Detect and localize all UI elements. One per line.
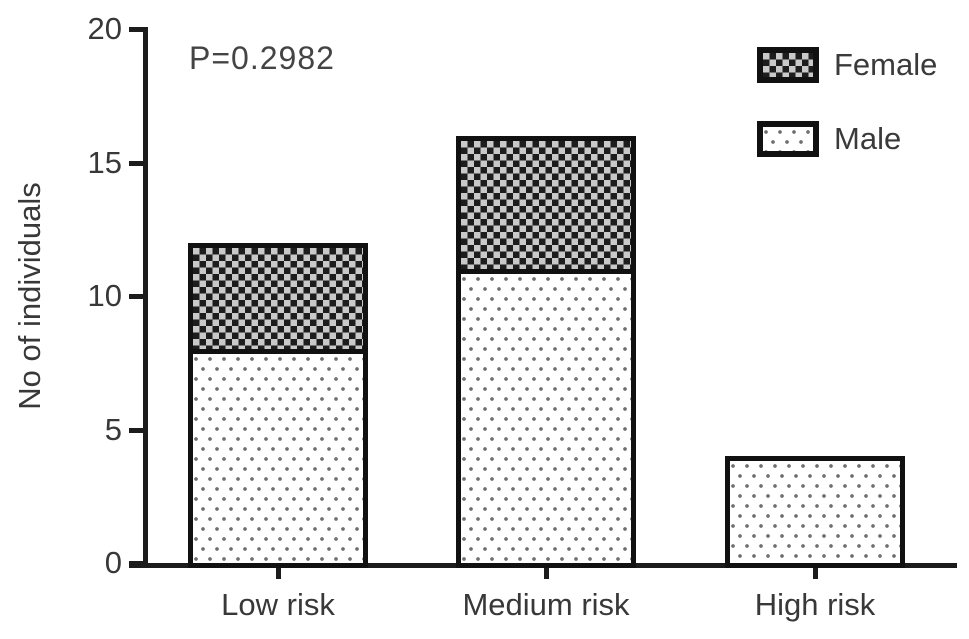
bar-segment-female-1 <box>456 136 636 274</box>
x-tick-0 <box>276 568 281 579</box>
y-tick-label-10: 10 <box>87 278 122 313</box>
y-axis-title: No of individuals <box>12 182 47 410</box>
y-tick-10 <box>129 294 143 299</box>
legend-label-female: Female <box>834 47 938 82</box>
x-category-label-1: Medium risk <box>462 587 630 622</box>
p-value-annotation: P=0.2982 <box>189 40 335 76</box>
legend-label-male: Male <box>834 121 902 156</box>
x-category-label-2: High risk <box>754 587 876 622</box>
y-tick-15 <box>129 161 143 166</box>
y-tick-label-0: 0 <box>104 545 122 580</box>
x-tick-2 <box>813 568 818 579</box>
y-tick-0 <box>129 561 143 566</box>
y-axis-line <box>143 27 148 568</box>
y-tick-label-15: 15 <box>87 145 122 180</box>
bar-segment-female-0 <box>188 243 368 354</box>
bar-segment-male-0 <box>188 349 368 568</box>
x-category-label-0: Low risk <box>221 587 335 622</box>
bar-segment-male-1 <box>456 269 636 568</box>
y-tick-5 <box>129 428 143 433</box>
y-tick-20 <box>129 27 143 32</box>
x-tick-1 <box>544 568 549 579</box>
legend-swatch-male <box>757 121 819 157</box>
bar-segment-male-2 <box>725 456 905 568</box>
y-tick-label-5: 5 <box>104 412 122 447</box>
y-tick-label-20: 20 <box>87 11 122 46</box>
legend-swatch-female <box>757 47 819 83</box>
